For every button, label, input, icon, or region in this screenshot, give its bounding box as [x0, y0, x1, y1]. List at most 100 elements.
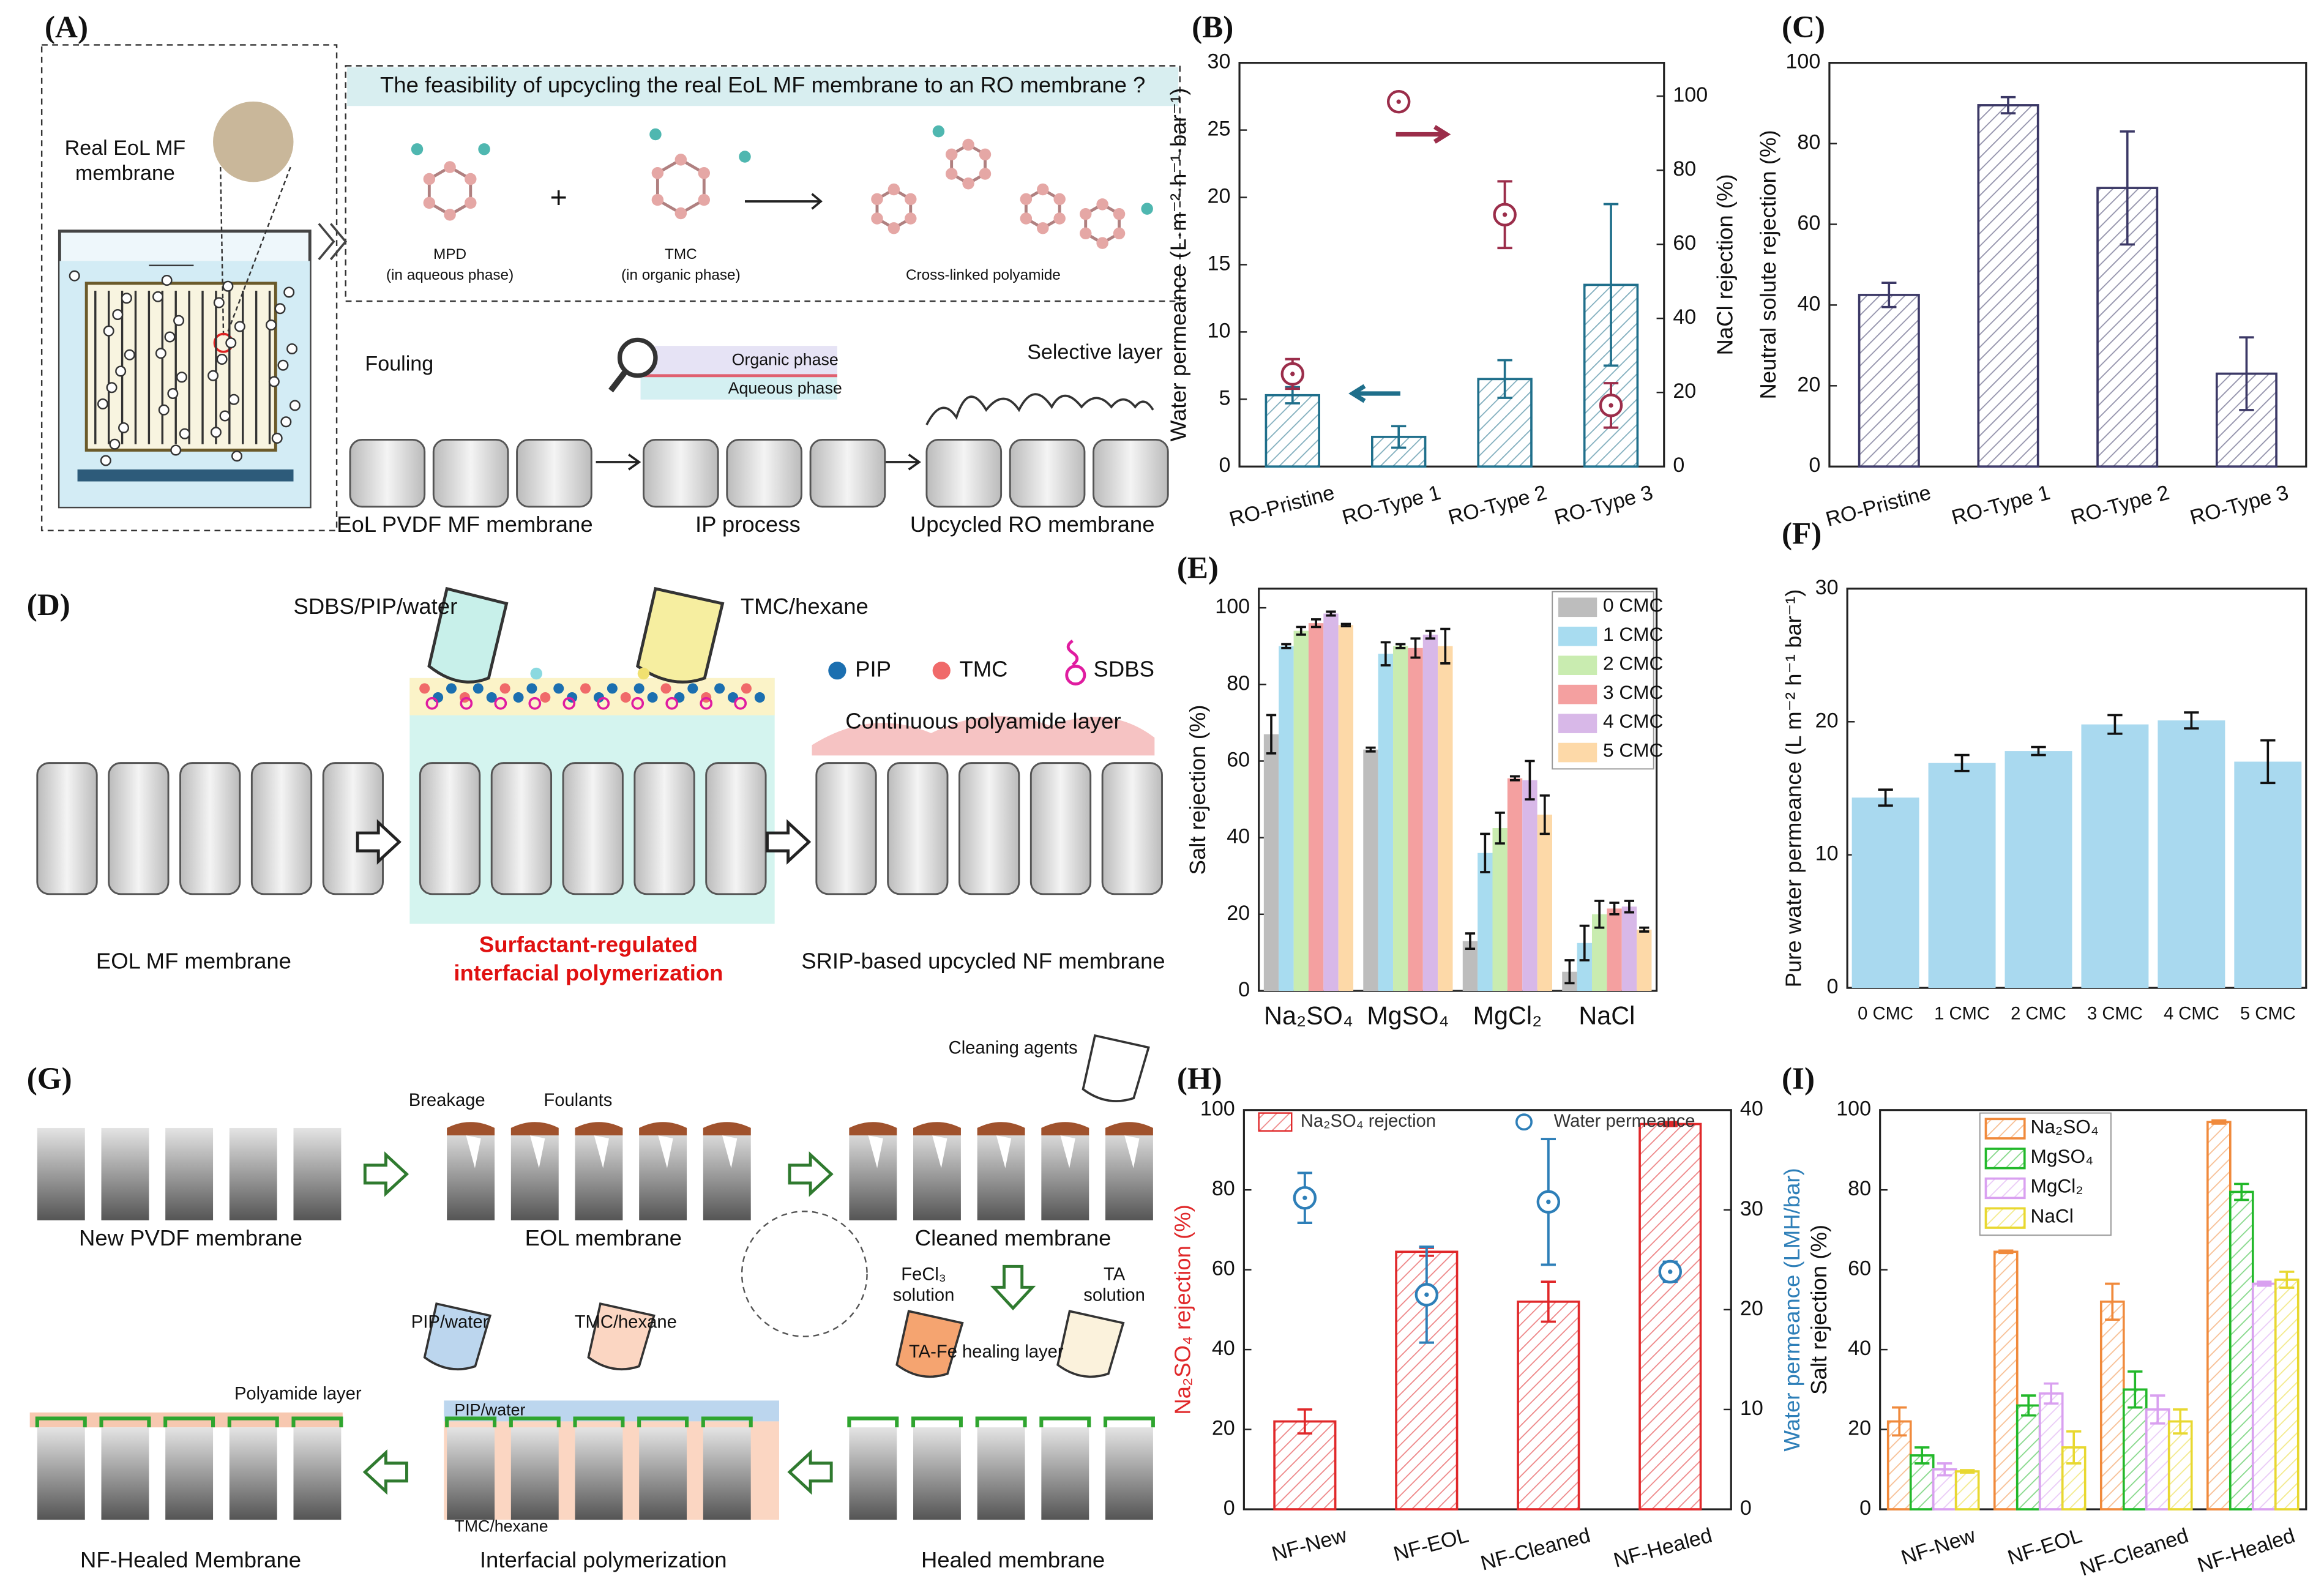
molecule-dot — [433, 692, 444, 703]
error-bar — [2257, 1280, 2272, 1287]
pore — [250, 762, 313, 895]
process-arrow — [990, 1264, 1036, 1311]
point-center — [1302, 1195, 1307, 1200]
pore — [349, 438, 426, 508]
atom — [739, 151, 751, 163]
point-center — [1424, 1292, 1429, 1298]
bar — [1858, 294, 1920, 468]
y2-tick-label: 20 — [1673, 379, 1696, 403]
pillar — [1105, 1427, 1153, 1520]
pore — [705, 762, 767, 895]
y-tick-label: 80 — [1797, 131, 1820, 154]
ring — [656, 158, 706, 215]
magnifier — [617, 337, 658, 378]
error-bar — [2150, 1394, 2165, 1425]
bubble — [179, 428, 190, 439]
y-tick-label: 20 — [1227, 902, 1250, 925]
error-bar — [2044, 1382, 2059, 1405]
bubble — [124, 349, 135, 360]
bar — [1263, 734, 1279, 991]
x-tick-label: NF-EOL — [1391, 1524, 1471, 1566]
chart: 0 20 40 60 80 100 Salt rejection (%) NF-New NF-E… — [1806, 1097, 2307, 1581]
atom — [1141, 203, 1153, 215]
beaker — [1056, 1310, 1125, 1378]
label: TMC — [665, 246, 697, 263]
bubble — [207, 370, 219, 381]
pillar — [639, 1427, 687, 1520]
bubble — [100, 455, 111, 466]
error-bar — [1297, 1408, 1313, 1435]
healing-layer — [975, 1416, 1027, 1428]
label: EOL membrane — [525, 1225, 682, 1250]
surfactant — [700, 696, 713, 710]
legend-sdbs-tail — [1066, 639, 1079, 666]
pore — [726, 438, 802, 508]
process-arrow — [363, 1151, 409, 1197]
arrow — [744, 193, 823, 210]
molecule-dot — [633, 683, 645, 694]
label: NF-Healed Membrane — [80, 1547, 301, 1572]
molecule-dot — [620, 692, 631, 703]
y2-tick-label: 0 — [1740, 1496, 1752, 1520]
foulant — [849, 1122, 897, 1136]
bar — [1522, 780, 1538, 991]
molecule-dot — [714, 683, 725, 694]
droplet — [530, 667, 542, 680]
axis-arrow — [1348, 384, 1400, 403]
legend-label: 5 CMC — [1603, 739, 1663, 761]
y-tick-label: 0 — [1219, 454, 1231, 477]
bubble — [118, 422, 130, 433]
bar — [2099, 1301, 2125, 1510]
base — [77, 469, 294, 482]
surfactant — [597, 696, 610, 710]
zoom-line — [225, 166, 291, 336]
healing-layer — [637, 1416, 689, 1428]
legend-swatch — [1515, 1113, 1533, 1131]
healing-layer — [35, 1416, 87, 1428]
y-tick-label: 80 — [1848, 1177, 1871, 1200]
x-tick-label: NF-New — [1269, 1523, 1350, 1566]
y-tick-label: 40 — [1227, 825, 1250, 848]
foulant — [1105, 1122, 1153, 1136]
bubble — [155, 348, 166, 359]
x-tick-label: RO-Pristine — [1227, 481, 1337, 531]
bar — [2038, 1392, 2064, 1510]
bar — [2005, 751, 2072, 988]
healing-layer — [701, 1416, 753, 1428]
y-tick-label: 60 — [1227, 748, 1250, 771]
bar — [1438, 646, 1453, 991]
bubble — [219, 410, 231, 422]
label: Interfacial polymerization — [480, 1547, 727, 1572]
y2-tick-label: 100 — [1673, 83, 1708, 106]
bar — [1308, 623, 1324, 991]
error-bar — [1396, 643, 1406, 649]
x-tick-label: NaCl — [1579, 1002, 1635, 1030]
pillar — [37, 1127, 85, 1220]
pillar — [37, 1427, 85, 1520]
beaker — [427, 586, 509, 684]
bar — [1338, 625, 1354, 991]
label: EOL MF membrane — [96, 948, 291, 973]
label: Continuous polyamide layer — [845, 709, 1121, 734]
foulant — [575, 1122, 623, 1136]
y-tick-label: 60 — [1848, 1257, 1871, 1280]
bar — [1638, 1122, 1702, 1510]
header-band — [347, 67, 1179, 106]
chart: 0 20 40 60 80 100 Neutral solute rejection (%)… — [1755, 50, 2307, 531]
legend-swatch — [1984, 1118, 2026, 1140]
x-tick-label: RO-Pristine — [1823, 481, 1934, 531]
bar — [1517, 1301, 1580, 1510]
bar — [1393, 646, 1408, 991]
legend-swatch — [1558, 626, 1597, 646]
label: EoL PVDF MF membrane — [337, 512, 593, 537]
x-tick-label: 2 CMC — [2011, 1004, 2066, 1024]
legend-swatch — [1558, 655, 1597, 675]
molecule-dot — [754, 692, 765, 703]
pore — [643, 438, 719, 508]
bar — [2229, 1190, 2254, 1510]
label: (in aqueous phase) — [386, 267, 514, 283]
zoom-line — [220, 166, 225, 336]
bubble — [158, 404, 170, 416]
pillar — [229, 1127, 277, 1220]
legend-label: 1 CMC — [1603, 623, 1663, 645]
